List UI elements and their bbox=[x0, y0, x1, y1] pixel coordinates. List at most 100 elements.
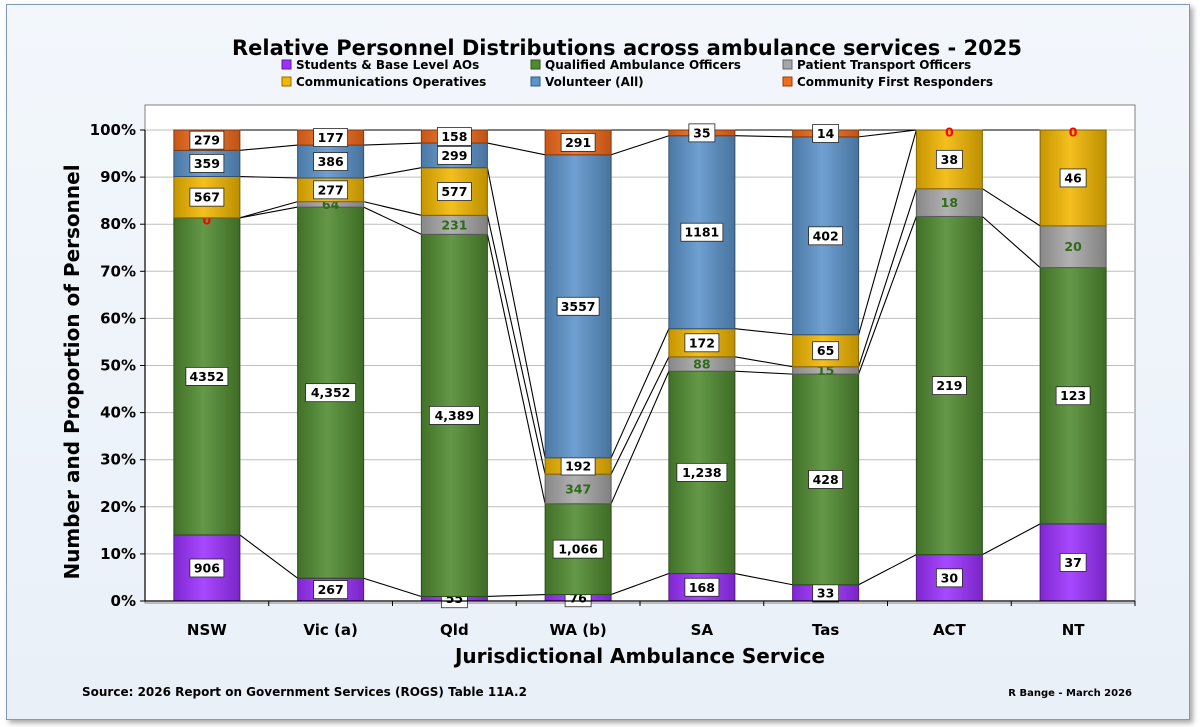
data-label: 277 bbox=[318, 182, 344, 197]
data-label-box bbox=[552, 539, 604, 559]
series-connector bbox=[363, 201, 422, 216]
series-connector bbox=[239, 175, 298, 179]
series-connector bbox=[858, 129, 917, 138]
series-connector bbox=[239, 201, 298, 219]
data-label-box bbox=[808, 226, 844, 246]
data-label: 18 bbox=[941, 195, 958, 210]
data-label-box bbox=[189, 558, 225, 578]
series-connector bbox=[487, 593, 546, 598]
legend-swatch bbox=[782, 59, 793, 70]
legend-entry: Students & Base Level AOs bbox=[296, 58, 479, 72]
data-label-box bbox=[313, 180, 349, 200]
data-label-box bbox=[436, 127, 472, 146]
series-connector bbox=[610, 573, 670, 596]
bar-stack: 168 1,238 88 172 1181 35 bbox=[668, 123, 736, 602]
series-connector bbox=[982, 523, 1041, 556]
chart-title: Relative Personnel Distributions across … bbox=[232, 36, 1022, 60]
data-label-box bbox=[808, 470, 844, 489]
series-connector bbox=[363, 142, 422, 146]
x-tick-label: Qld bbox=[440, 621, 469, 639]
data-label: 177 bbox=[318, 130, 344, 145]
x-axis-ticks: NSW Vic (a) Qld WA (b) SA Tas ACT NT bbox=[145, 600, 1136, 639]
data-label: 267 bbox=[318, 582, 344, 597]
data-label: 4352 bbox=[189, 369, 224, 384]
data-label-box bbox=[313, 128, 349, 147]
bar-stack: 30 219 18 38 0 bbox=[915, 125, 983, 602]
series-connector bbox=[363, 206, 422, 235]
y-axis-ticks: 0% 10% 20% 30% 40% 50% 60% 70% 80% 90% 100% bbox=[90, 121, 146, 610]
series-connector bbox=[858, 216, 917, 375]
data-label-box bbox=[812, 341, 840, 361]
data-label: 38 bbox=[941, 152, 958, 167]
series-connector bbox=[858, 188, 917, 367]
data-label: 1181 bbox=[684, 225, 719, 240]
data-label: 0 bbox=[203, 212, 212, 227]
data-label: 1,238 bbox=[682, 465, 722, 480]
data-label: 0 bbox=[945, 125, 954, 140]
data-label: 4,352 bbox=[311, 385, 351, 400]
data-label: 33 bbox=[817, 585, 834, 600]
y-tick-label: 100% bbox=[90, 121, 136, 139]
legend-entry: Volunteer (All) bbox=[545, 75, 644, 89]
data-label: 37 bbox=[1064, 555, 1081, 570]
data-label-box bbox=[1059, 168, 1087, 188]
series-connector bbox=[982, 216, 1041, 268]
legend-entry: Communications Operatives bbox=[296, 75, 486, 89]
data-label: 577 bbox=[441, 184, 467, 199]
series-connector bbox=[734, 370, 793, 375]
bar-segment bbox=[915, 188, 983, 217]
data-label-box bbox=[688, 123, 716, 143]
series-connector bbox=[610, 371, 670, 504]
author-credit: R Bange - March 2026 bbox=[1008, 688, 1132, 699]
y-tick-label: 60% bbox=[100, 309, 136, 327]
data-label-box bbox=[189, 130, 225, 150]
plot-area bbox=[144, 104, 1136, 604]
data-label: 46 bbox=[1064, 170, 1082, 185]
data-label: 231 bbox=[441, 217, 467, 232]
data-label-box bbox=[189, 187, 225, 207]
data-label: 4,389 bbox=[435, 408, 475, 423]
legend-entry: Community First Responders bbox=[797, 75, 993, 89]
data-label: 0 bbox=[1069, 125, 1078, 140]
y-tick-label: 80% bbox=[100, 215, 136, 233]
data-label: 30 bbox=[941, 570, 959, 585]
data-label-box bbox=[935, 568, 963, 588]
series-connector bbox=[487, 142, 546, 156]
chart-canvas: Relative Personnel Distributions across … bbox=[60, 36, 1136, 699]
y-axis-label: Number and Proportion of Personnel bbox=[60, 164, 84, 579]
legend-swatch bbox=[530, 76, 541, 87]
bar-segment bbox=[915, 215, 983, 556]
series-connector bbox=[734, 328, 793, 336]
series-connector bbox=[239, 206, 298, 219]
data-label: 88 bbox=[693, 357, 710, 372]
series-connector bbox=[734, 356, 793, 368]
x-tick-label: NSW bbox=[187, 621, 227, 639]
series-connector bbox=[486, 234, 546, 504]
data-label: 192 bbox=[565, 458, 591, 473]
series-connector bbox=[734, 135, 793, 138]
data-label-box bbox=[189, 154, 225, 173]
data-label-box bbox=[436, 182, 472, 201]
series-connector bbox=[486, 167, 546, 458]
data-label: 428 bbox=[813, 472, 839, 487]
data-label: 168 bbox=[689, 580, 715, 595]
data-label-box bbox=[935, 149, 963, 169]
data-label-box bbox=[185, 366, 229, 386]
x-tick-label: Vic (a) bbox=[303, 621, 357, 639]
y-tick-label: 90% bbox=[100, 168, 136, 186]
data-label: 567 bbox=[194, 190, 220, 205]
data-label: 35 bbox=[693, 125, 710, 140]
bar-stack: 37 123 20 46 0 bbox=[1039, 125, 1107, 602]
data-label-box bbox=[556, 296, 600, 316]
data-label: 158 bbox=[441, 129, 467, 144]
data-label: 347 bbox=[565, 481, 591, 496]
x-axis-label: Jurisdictional Ambulance Service bbox=[453, 644, 825, 668]
y-tick-label: 20% bbox=[100, 498, 136, 516]
data-label: 3557 bbox=[561, 299, 596, 314]
data-label-box bbox=[1055, 386, 1091, 406]
data-label-box bbox=[931, 376, 967, 395]
x-tick-label: Tas bbox=[812, 621, 839, 639]
